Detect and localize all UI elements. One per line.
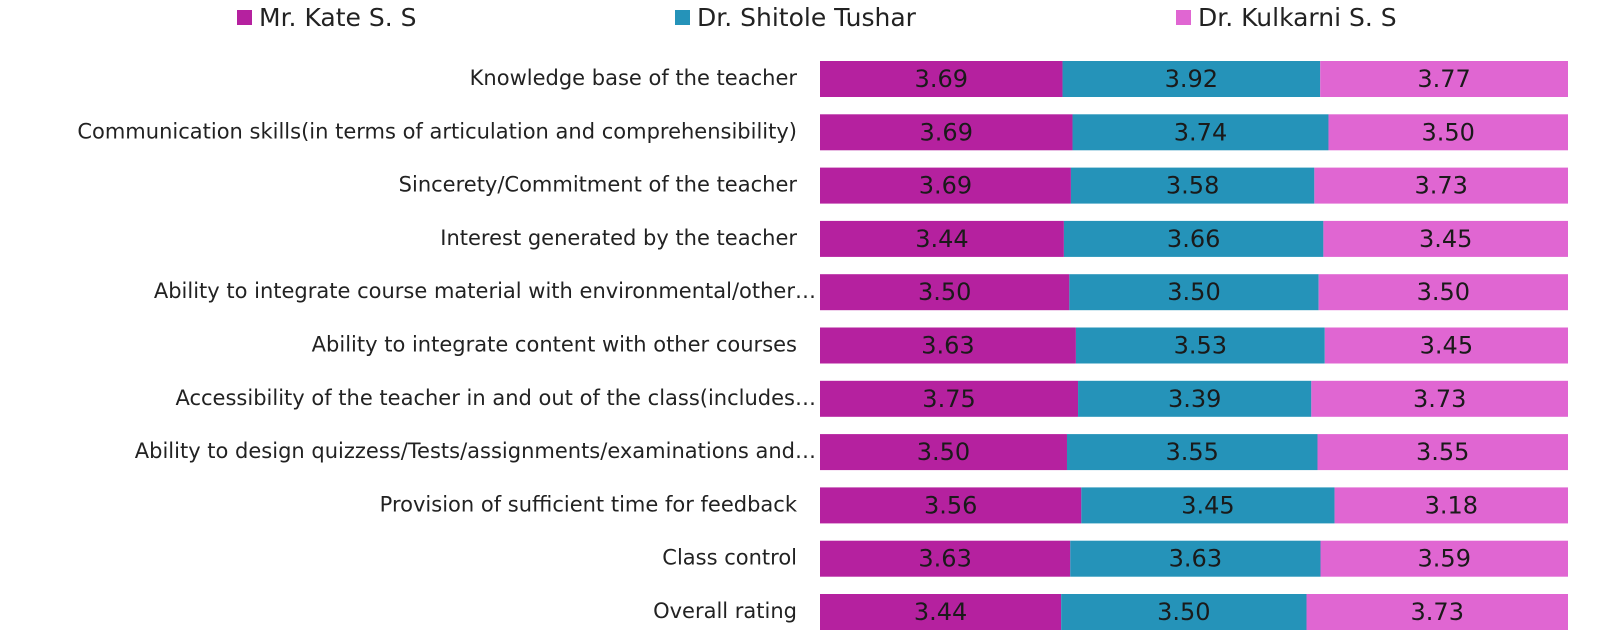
value-label: 3.39 bbox=[1168, 385, 1221, 413]
bar-segment bbox=[1063, 220, 1324, 257]
bar-segment bbox=[1324, 327, 1568, 364]
bar-segment bbox=[820, 540, 1071, 577]
bar-segment bbox=[820, 61, 1063, 97]
bar-segment bbox=[820, 434, 1067, 471]
legend-label: Dr. Shitole Tushar bbox=[697, 3, 917, 32]
bar-segment bbox=[1314, 167, 1568, 204]
value-label: 3.55 bbox=[1166, 438, 1219, 466]
value-label: 3.74 bbox=[1174, 118, 1227, 146]
value-label: 3.50 bbox=[1417, 278, 1470, 306]
value-label: 3.50 bbox=[1422, 118, 1475, 146]
bar-segment bbox=[1318, 274, 1568, 311]
bar-segment bbox=[1320, 61, 1568, 97]
value-label: 3.44 bbox=[914, 598, 967, 626]
value-label: 3.69 bbox=[915, 65, 968, 93]
bar-segment bbox=[820, 274, 1070, 311]
category-label: Ability to design quizzess/Tests/assignm… bbox=[135, 439, 816, 463]
bar-segment bbox=[1328, 114, 1568, 151]
legend-label: Dr. Kulkarni S. S bbox=[1198, 3, 1397, 32]
bar-segment bbox=[820, 220, 1064, 257]
bar-segment bbox=[820, 380, 1079, 417]
category-label: Provision of sufficient time for feedbac… bbox=[380, 492, 798, 516]
value-label: 3.18 bbox=[1425, 491, 1478, 519]
value-label: 3.53 bbox=[1174, 332, 1227, 360]
value-label: 3.69 bbox=[920, 118, 973, 146]
category-label: Ability to integrate content with other … bbox=[312, 333, 797, 357]
value-label: 3.58 bbox=[1166, 172, 1219, 200]
bar-segment bbox=[1323, 220, 1568, 257]
value-label: 3.73 bbox=[1414, 172, 1467, 200]
category-label: Overall rating bbox=[653, 599, 797, 623]
value-label: 3.73 bbox=[1411, 598, 1464, 626]
value-label: 3.73 bbox=[1413, 385, 1466, 413]
value-label: 3.50 bbox=[917, 438, 970, 466]
value-label: 3.55 bbox=[1416, 438, 1469, 466]
value-label: 3.66 bbox=[1167, 225, 1220, 253]
bar-segment bbox=[1320, 540, 1568, 577]
bar-segment bbox=[1306, 594, 1568, 630]
bar-segment bbox=[820, 327, 1076, 364]
bar-segment bbox=[1078, 380, 1312, 417]
bar-segment bbox=[1069, 274, 1319, 311]
bar-segment bbox=[820, 114, 1073, 151]
bar-segment bbox=[1075, 327, 1325, 364]
bar-segment bbox=[1311, 380, 1568, 417]
category-label: Class control bbox=[662, 546, 797, 570]
value-label: 3.69 bbox=[919, 172, 972, 200]
value-label: 3.63 bbox=[921, 332, 974, 360]
value-label: 3.50 bbox=[1157, 598, 1210, 626]
category-label: Accessibility of the teacher in and out … bbox=[175, 386, 816, 410]
bar-segment bbox=[1334, 487, 1568, 524]
category-label: Knowledge base of the teacher bbox=[470, 66, 798, 90]
bar-segment bbox=[1066, 434, 1318, 471]
bar-segment bbox=[1061, 594, 1307, 630]
value-label: 3.56 bbox=[924, 491, 977, 519]
legend-label: Mr. Kate S. S bbox=[259, 3, 416, 32]
bar-segment bbox=[820, 487, 1082, 524]
bar-segment bbox=[1317, 434, 1568, 471]
value-label: 3.59 bbox=[1418, 545, 1471, 573]
value-label: 3.45 bbox=[1420, 332, 1473, 360]
value-label: 3.50 bbox=[918, 278, 971, 306]
bar-segment bbox=[1081, 487, 1335, 524]
category-label: Communication skills(in terms of articul… bbox=[77, 119, 797, 143]
bar-segment bbox=[820, 594, 1062, 630]
legend-swatch bbox=[675, 10, 690, 25]
value-label: 3.45 bbox=[1181, 491, 1234, 519]
bar-segment bbox=[1062, 61, 1321, 97]
legend-swatch bbox=[237, 10, 252, 25]
value-label: 3.77 bbox=[1417, 65, 1470, 93]
value-label: 3.45 bbox=[1419, 225, 1472, 253]
bar-segment bbox=[1072, 114, 1329, 151]
bar-segment bbox=[1070, 540, 1321, 577]
bar-segment bbox=[820, 167, 1071, 204]
value-label: 3.44 bbox=[915, 225, 968, 253]
bar-segment bbox=[1070, 167, 1315, 204]
value-label: 3.63 bbox=[1169, 545, 1222, 573]
value-label: 3.50 bbox=[1167, 278, 1220, 306]
legend-swatch bbox=[1176, 10, 1191, 25]
category-label: Sincerety/Commitment of the teacher bbox=[399, 173, 798, 197]
category-label: Ability to integrate course material wit… bbox=[154, 279, 816, 303]
value-label: 3.92 bbox=[1165, 65, 1218, 93]
category-label: Interest generated by the teacher bbox=[440, 226, 797, 250]
value-label: 3.75 bbox=[922, 385, 975, 413]
value-label: 3.63 bbox=[918, 545, 971, 573]
